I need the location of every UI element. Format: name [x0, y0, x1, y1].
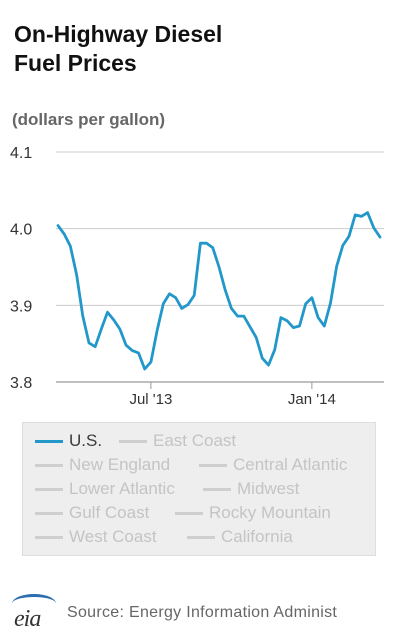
legend-item-us[interactable]: U.S. [35, 431, 102, 451]
eia-logo-text: eia [14, 606, 41, 632]
legend-label-midwest: Midwest [237, 479, 300, 498]
x-tick-labels: Jul '13 Jan '14 [129, 382, 336, 408]
y-tick-label: 3.8 [10, 375, 32, 392]
legend-label-california: California [221, 527, 293, 546]
legend-item-gulf-coast[interactable]: Gulf Coast [35, 503, 149, 523]
legend-label-gulf-coast: Gulf Coast [69, 503, 150, 522]
legend-swatch-east-coast [119, 439, 147, 443]
legend-label-new-england: New England [69, 455, 171, 474]
series-line-us[interactable] [56, 211, 382, 371]
eia-logo-arc [12, 594, 56, 613]
legend-item-rocky-mountain[interactable]: Rocky Mountain [175, 503, 331, 523]
legend-item-new-england[interactable]: New England [35, 455, 170, 475]
eia-logo[interactable]: eia [10, 594, 62, 632]
legend-item-east-coast[interactable]: East Coast [119, 431, 236, 451]
x-tick-label: Jan '14 [288, 391, 336, 408]
legend-label-lower-atlantic: Lower Atlantic [69, 479, 175, 498]
y-tick-label: 4.1 [10, 145, 32, 162]
line-chart: 4.1 4.0 3.9 3.8 Jul '13 Jan '14 [10, 145, 384, 408]
legend-swatch-us [35, 439, 63, 443]
x-tick-label: Jul '13 [129, 391, 172, 408]
legend-label-central-atlantic: Central Atlantic [233, 455, 348, 474]
legend-label-west-coast: West Coast [69, 527, 157, 546]
chart-title: On-Highway Diesel Fuel Prices [14, 20, 384, 78]
y-axis-unit-label: (dollars per gallon) [12, 110, 166, 129]
chart-title-line-2: Fuel Prices [14, 50, 137, 76]
legend-item-west-coast[interactable]: West Coast [35, 527, 157, 547]
legend-swatch-california [187, 535, 215, 539]
legend-swatch-midwest [203, 487, 231, 491]
legend-swatch-central-atlantic [199, 463, 227, 467]
legend-item-central-atlantic[interactable]: Central Atlantic [199, 455, 347, 475]
y-tick-label: 4.0 [10, 222, 32, 239]
legend-item-midwest[interactable]: Midwest [203, 479, 299, 499]
legend-item-lower-atlantic[interactable]: Lower Atlantic [35, 479, 175, 499]
chart-title-line-1: On-Highway Diesel [14, 21, 223, 47]
grid-lines [56, 151, 384, 383]
legend: U.S. East Coast New England Central Atla… [22, 422, 376, 556]
y-tick-label: 3.9 [10, 298, 32, 315]
source-credit: Source: Energy Information Administ [67, 604, 338, 621]
legend-label-rocky-mountain: Rocky Mountain [209, 503, 331, 522]
legend-swatch-gulf-coast [35, 511, 63, 515]
footer: eia Source: Energy Information Administ [0, 592, 400, 632]
legend-swatch-west-coast [35, 535, 63, 539]
legend-label-us: U.S. [69, 431, 103, 450]
legend-label-east-coast: East Coast [153, 431, 237, 450]
legend-item-california[interactable]: California [187, 527, 293, 547]
series-lines [56, 211, 382, 371]
y-tick-labels: 4.1 4.0 3.9 3.8 [10, 145, 32, 392]
legend-swatch-new-england [35, 463, 63, 467]
legend-swatch-lower-atlantic [35, 487, 63, 491]
legend-swatch-rocky-mountain [175, 511, 203, 515]
